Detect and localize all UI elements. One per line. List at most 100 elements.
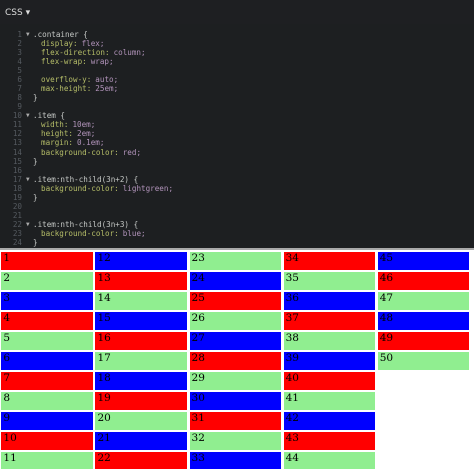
line-number: 20 [12, 201, 22, 211]
flex-item: 1 [1, 252, 93, 270]
property: background-color: [41, 183, 119, 193]
line-number: 19 [12, 192, 22, 202]
flex-item: 39 [283, 352, 376, 370]
code: .container { [33, 30, 88, 39]
code-line: 15} [0, 157, 474, 166]
line-number: 4 [17, 57, 22, 67]
property: height: [41, 129, 74, 139]
code: margin: 0.1em; [33, 138, 104, 147]
flex-item: 16 [95, 332, 187, 350]
property: background-color: [41, 228, 119, 238]
code-line: 3 flex-direction: column; [0, 48, 474, 57]
value: red; [122, 147, 142, 157]
line-number: 16 [12, 165, 22, 175]
flex-item: 26 [189, 312, 282, 330]
flex-item: 31 [189, 411, 282, 430]
code: .item:nth-child(3n+2) { [33, 175, 138, 184]
property: flex-wrap: [41, 57, 87, 67]
line-number: 12 [12, 129, 22, 139]
selector: } [33, 156, 38, 166]
line-number: 2 [17, 39, 22, 49]
code-line: 12 height: 2em; [0, 129, 474, 138]
selector: .item:nth-child(3n+2) { [33, 174, 139, 184]
code-line: 17 .item:nth-child(3n+2) {▼ [0, 175, 474, 184]
flex-item: 47 [377, 292, 470, 310]
line-number: 7 [17, 84, 22, 94]
flex-item: 10 [1, 431, 93, 450]
value: 25em; [95, 84, 119, 94]
line-number: 11 [12, 120, 22, 130]
header: CSS ▾ [0, 0, 474, 24]
code: flex-direction: column; [33, 48, 146, 57]
code-line: 14 background-color: red; [0, 148, 474, 157]
line-number: 13 [12, 138, 22, 148]
value: column; [113, 48, 146, 58]
value: 0.1em; [77, 138, 105, 148]
code: .item { [33, 111, 65, 120]
code-line: 1 .container {▼ [0, 30, 474, 39]
code: .item:nth-child(3n+3) { [33, 220, 138, 229]
flex-item: 46 [377, 272, 470, 290]
flex-item: 11 [1, 451, 93, 470]
selector: } [33, 237, 38, 247]
flex-item: 30 [189, 391, 282, 410]
code-line: 4 flex-wrap: wrap; [0, 57, 474, 66]
flex-item: 32 [189, 431, 282, 450]
flex-item: 13 [95, 272, 187, 290]
code-line: 13 margin: 0.1em; [0, 138, 474, 147]
flex-item: 18 [95, 372, 187, 390]
value: blue; [122, 228, 146, 238]
line-number: 17 [12, 174, 22, 184]
line-number: 3 [17, 48, 22, 58]
flex-item: 35 [283, 272, 376, 290]
line-number: 14 [12, 147, 22, 157]
code: background-color: lightgreen; [33, 184, 173, 193]
flex-item: 19 [95, 391, 187, 410]
tab[interactable]: CSS ▾ [5, 8, 31, 18]
flex-item: 38 [283, 332, 376, 350]
flex-item: 49 [377, 332, 470, 350]
code-line: 21 [0, 211, 474, 220]
code: background-color: blue; [33, 229, 146, 238]
code-line: 23 background-color: blue; [0, 229, 474, 238]
property: flex-direction: [41, 48, 110, 58]
code: } [33, 193, 38, 202]
flex-item: 42 [283, 411, 376, 430]
code: height: 2em; [33, 129, 95, 138]
code-line: 9 [0, 102, 474, 111]
flex-item: 5 [1, 332, 93, 350]
code: display: flex; [33, 39, 104, 48]
flex-item: 27 [189, 332, 282, 350]
flex-item: 9 [1, 411, 93, 430]
flex-item: 3 [1, 292, 93, 310]
flex-item: 36 [283, 292, 376, 310]
fold-arrow: ▼ [26, 112, 30, 120]
code: max-height: 25em; [33, 84, 118, 93]
code: } [33, 157, 38, 166]
flex-item: 20 [95, 411, 187, 430]
value: lightgreen; [122, 183, 174, 193]
code-line: 16 [0, 166, 474, 175]
line-number: 23 [12, 228, 22, 238]
code: } [33, 93, 38, 102]
selector: } [33, 93, 38, 103]
value: auto; [95, 75, 119, 85]
code-line: 11 width: 10em; [0, 120, 474, 129]
editor: 1 .container {▼ 2 display: flex; 3 flex-direct… [0, 24, 474, 250]
flex-item: 15 [95, 312, 187, 330]
property: max-height: [41, 84, 92, 94]
flex-item: 14 [95, 292, 187, 310]
flex-item: 23 [189, 252, 282, 270]
code-line: 24} [0, 238, 474, 247]
flex-item: 12 [95, 252, 187, 270]
property: background-color: [41, 147, 119, 157]
code-line: 20 [0, 202, 474, 211]
flex-item: 2 [1, 272, 93, 290]
flex-item: 34 [283, 252, 376, 270]
flex-item: 45 [377, 252, 470, 270]
selector: .item:nth-child(3n+3) { [33, 219, 139, 229]
line-number: 21 [12, 210, 22, 220]
flex-item: 44 [283, 451, 376, 470]
code-line: 22 .item:nth-child(3n+3) {▼ [0, 220, 474, 229]
